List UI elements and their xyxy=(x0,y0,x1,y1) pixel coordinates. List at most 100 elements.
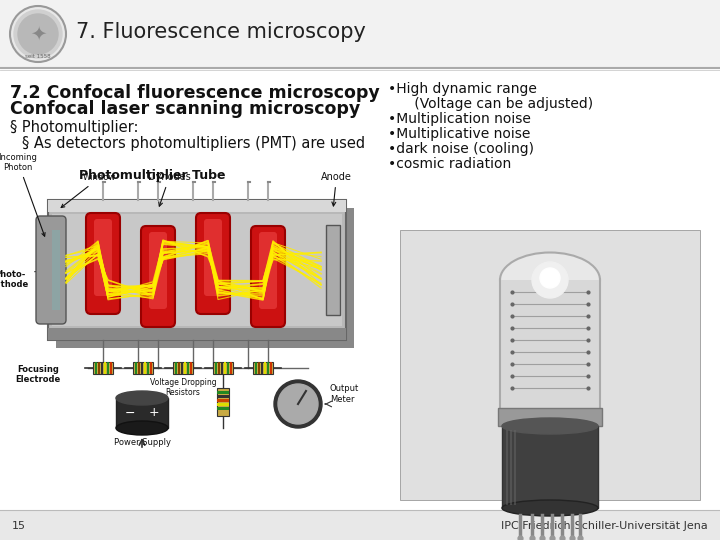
Bar xyxy=(52,230,60,310)
FancyBboxPatch shape xyxy=(36,216,66,324)
Bar xyxy=(48,200,346,340)
Bar xyxy=(95,362,97,374)
Ellipse shape xyxy=(502,500,598,516)
Bar xyxy=(217,403,229,406)
Text: Confocal laser scanning microscopy: Confocal laser scanning microscopy xyxy=(10,100,360,118)
Text: Voltage Dropping
Resistors: Voltage Dropping Resistors xyxy=(150,378,216,397)
Bar xyxy=(135,362,137,374)
Text: •Multiplication noise: •Multiplication noise xyxy=(388,112,531,126)
Bar xyxy=(217,399,229,402)
Bar xyxy=(510,430,512,505)
Bar xyxy=(514,430,516,505)
FancyBboxPatch shape xyxy=(141,226,175,327)
Ellipse shape xyxy=(116,391,168,405)
FancyBboxPatch shape xyxy=(86,213,120,314)
Bar xyxy=(498,408,602,426)
Text: Power Supply: Power Supply xyxy=(114,438,171,447)
Text: •cosmic radiation: •cosmic radiation xyxy=(388,157,511,171)
Text: •Multiplicative noise: •Multiplicative noise xyxy=(388,127,531,141)
Bar xyxy=(326,225,340,315)
Bar xyxy=(506,430,508,505)
FancyBboxPatch shape xyxy=(204,219,222,296)
Bar xyxy=(52,214,342,326)
Text: IPC Friedrich-Schiller-Universität Jena: IPC Friedrich-Schiller-Universität Jena xyxy=(501,521,708,531)
Text: •dark noise (cooling): •dark noise (cooling) xyxy=(388,142,534,156)
Bar xyxy=(110,362,112,374)
Bar xyxy=(48,328,346,340)
Text: Focusing
Electrode: Focusing Electrode xyxy=(15,365,60,384)
Text: −: − xyxy=(125,407,135,420)
Ellipse shape xyxy=(116,421,168,435)
Bar xyxy=(227,362,229,374)
Bar xyxy=(217,391,229,394)
Text: Dynodes: Dynodes xyxy=(148,172,191,206)
Bar xyxy=(10,155,385,485)
Bar xyxy=(138,362,140,374)
Text: Photomultiplier Tube: Photomultiplier Tube xyxy=(79,169,226,182)
Bar xyxy=(181,362,183,374)
Bar xyxy=(107,362,109,374)
Bar xyxy=(101,362,103,374)
Circle shape xyxy=(274,380,322,428)
Circle shape xyxy=(14,10,62,58)
Ellipse shape xyxy=(502,418,598,434)
Text: Output
Meter: Output Meter xyxy=(330,384,359,404)
Text: seit 1558: seit 1558 xyxy=(25,53,51,58)
Bar xyxy=(221,362,223,374)
Bar xyxy=(224,362,226,374)
Bar xyxy=(116,398,168,428)
Bar xyxy=(261,362,263,374)
FancyBboxPatch shape xyxy=(94,219,112,296)
Bar xyxy=(255,362,257,374)
Bar xyxy=(133,362,153,374)
Bar xyxy=(270,362,272,374)
Bar xyxy=(187,362,189,374)
Bar xyxy=(502,426,598,508)
FancyBboxPatch shape xyxy=(149,232,167,309)
Bar xyxy=(93,362,113,374)
Bar xyxy=(147,362,149,374)
Bar xyxy=(56,208,354,348)
FancyBboxPatch shape xyxy=(251,226,285,327)
Text: (Voltage can be adjusted): (Voltage can be adjusted) xyxy=(388,97,593,111)
Bar xyxy=(217,407,229,409)
Text: 15: 15 xyxy=(12,521,26,531)
Bar xyxy=(150,362,152,374)
Bar xyxy=(267,362,269,374)
Bar xyxy=(104,362,106,374)
Bar xyxy=(0,510,720,540)
Text: Incoming
Photon: Incoming Photon xyxy=(0,153,45,236)
Bar xyxy=(215,362,217,374)
Bar xyxy=(173,362,193,374)
Bar xyxy=(217,395,229,397)
Bar xyxy=(144,362,146,374)
Text: •High dynamic range: •High dynamic range xyxy=(388,82,537,96)
Bar xyxy=(253,362,273,374)
Circle shape xyxy=(18,14,58,54)
Bar xyxy=(48,200,346,212)
Bar xyxy=(141,362,143,374)
Text: 7. Fluorescence microscopy: 7. Fluorescence microscopy xyxy=(76,22,366,42)
FancyBboxPatch shape xyxy=(196,213,230,314)
Bar xyxy=(190,362,192,374)
Circle shape xyxy=(540,268,560,288)
FancyBboxPatch shape xyxy=(259,232,277,309)
Bar xyxy=(500,280,600,410)
Text: 7.2 Confocal fluorescence microscopy: 7.2 Confocal fluorescence microscopy xyxy=(10,84,379,102)
Bar xyxy=(98,362,100,374)
Bar xyxy=(178,362,180,374)
Circle shape xyxy=(532,262,568,298)
Bar xyxy=(184,362,186,374)
Text: Photo-
cathode: Photo- cathode xyxy=(0,270,29,289)
Text: Window: Window xyxy=(61,173,116,207)
Bar xyxy=(230,362,232,374)
Bar xyxy=(218,362,220,374)
Text: § As detectors photomultipliers (PMT) are used: § As detectors photomultipliers (PMT) ar… xyxy=(22,136,365,151)
Text: +: + xyxy=(149,407,159,420)
Bar xyxy=(0,0,720,68)
Bar xyxy=(258,362,260,374)
Circle shape xyxy=(10,6,66,62)
Bar xyxy=(400,230,700,500)
Ellipse shape xyxy=(500,253,600,307)
Text: Anode: Anode xyxy=(321,172,352,206)
